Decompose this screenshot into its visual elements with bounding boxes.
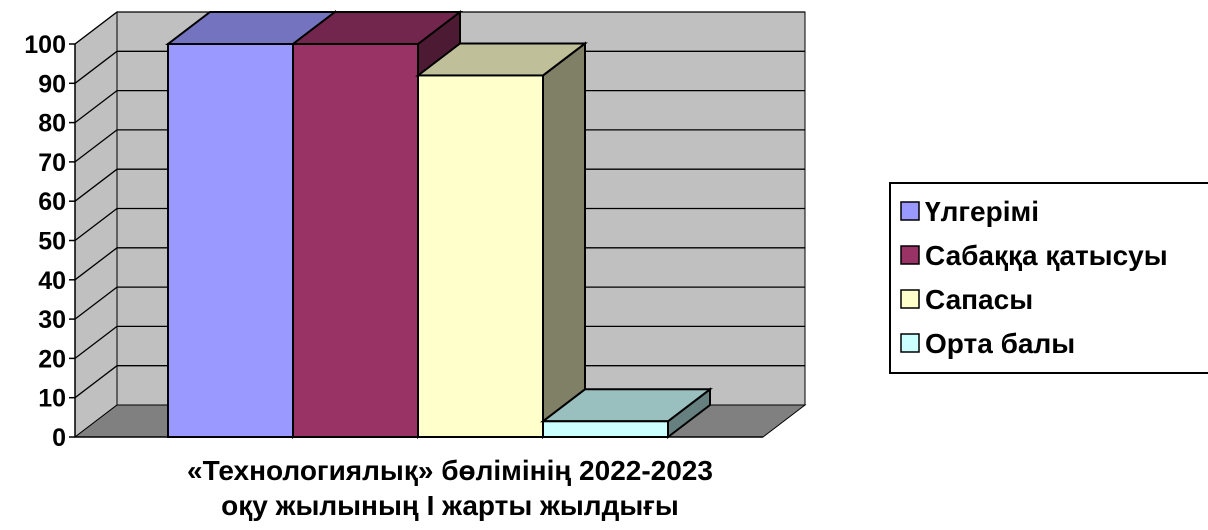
gridline [74, 207, 118, 242]
legend-swatch [900, 333, 920, 353]
y-tick-label: 50 [38, 228, 66, 256]
bar-1-front [167, 43, 294, 438]
y-tick-label: 80 [38, 110, 66, 138]
y-tick-label: 10 [38, 385, 66, 413]
bar-3-front [417, 74, 544, 438]
legend-box [889, 182, 1208, 374]
bar-4-front [542, 420, 669, 438]
gridline [74, 286, 118, 320]
y-tick-label: 70 [38, 149, 66, 177]
y-tick-label: 100 [24, 31, 66, 59]
gridline [74, 325, 118, 359]
gridline [74, 365, 118, 399]
gridline [74, 247, 118, 281]
legend-label: Сапасы [925, 284, 1033, 315]
y-tick-label: 40 [38, 267, 66, 295]
gridline [74, 129, 118, 163]
legend-swatch [900, 245, 920, 265]
y-tick-label: 90 [38, 70, 66, 98]
y-tick-label: 0 [52, 424, 66, 452]
x-axis-label-line: «Технологиялық» бөлімінің 2022-2023 [187, 455, 713, 486]
gridline [74, 90, 118, 124]
legend-label: Үлгерімі [925, 196, 1039, 227]
y-tick-label: 60 [38, 188, 66, 216]
bar-3-side [542, 41, 586, 440]
gridline [74, 11, 118, 45]
legend-label: Сабаққа қатысуы [925, 240, 1168, 271]
legend-swatch [900, 201, 920, 221]
legend-label: Орта балы [925, 328, 1075, 359]
gridline [74, 168, 118, 202]
bar-2-front [292, 43, 419, 438]
y-tick-label: 20 [38, 345, 66, 373]
gridline [74, 50, 118, 84]
x-axis-label-line: оқу жылының I жарты жылдығы [221, 490, 679, 521]
legend-swatch [900, 289, 920, 309]
y-tick-label: 30 [38, 306, 66, 334]
